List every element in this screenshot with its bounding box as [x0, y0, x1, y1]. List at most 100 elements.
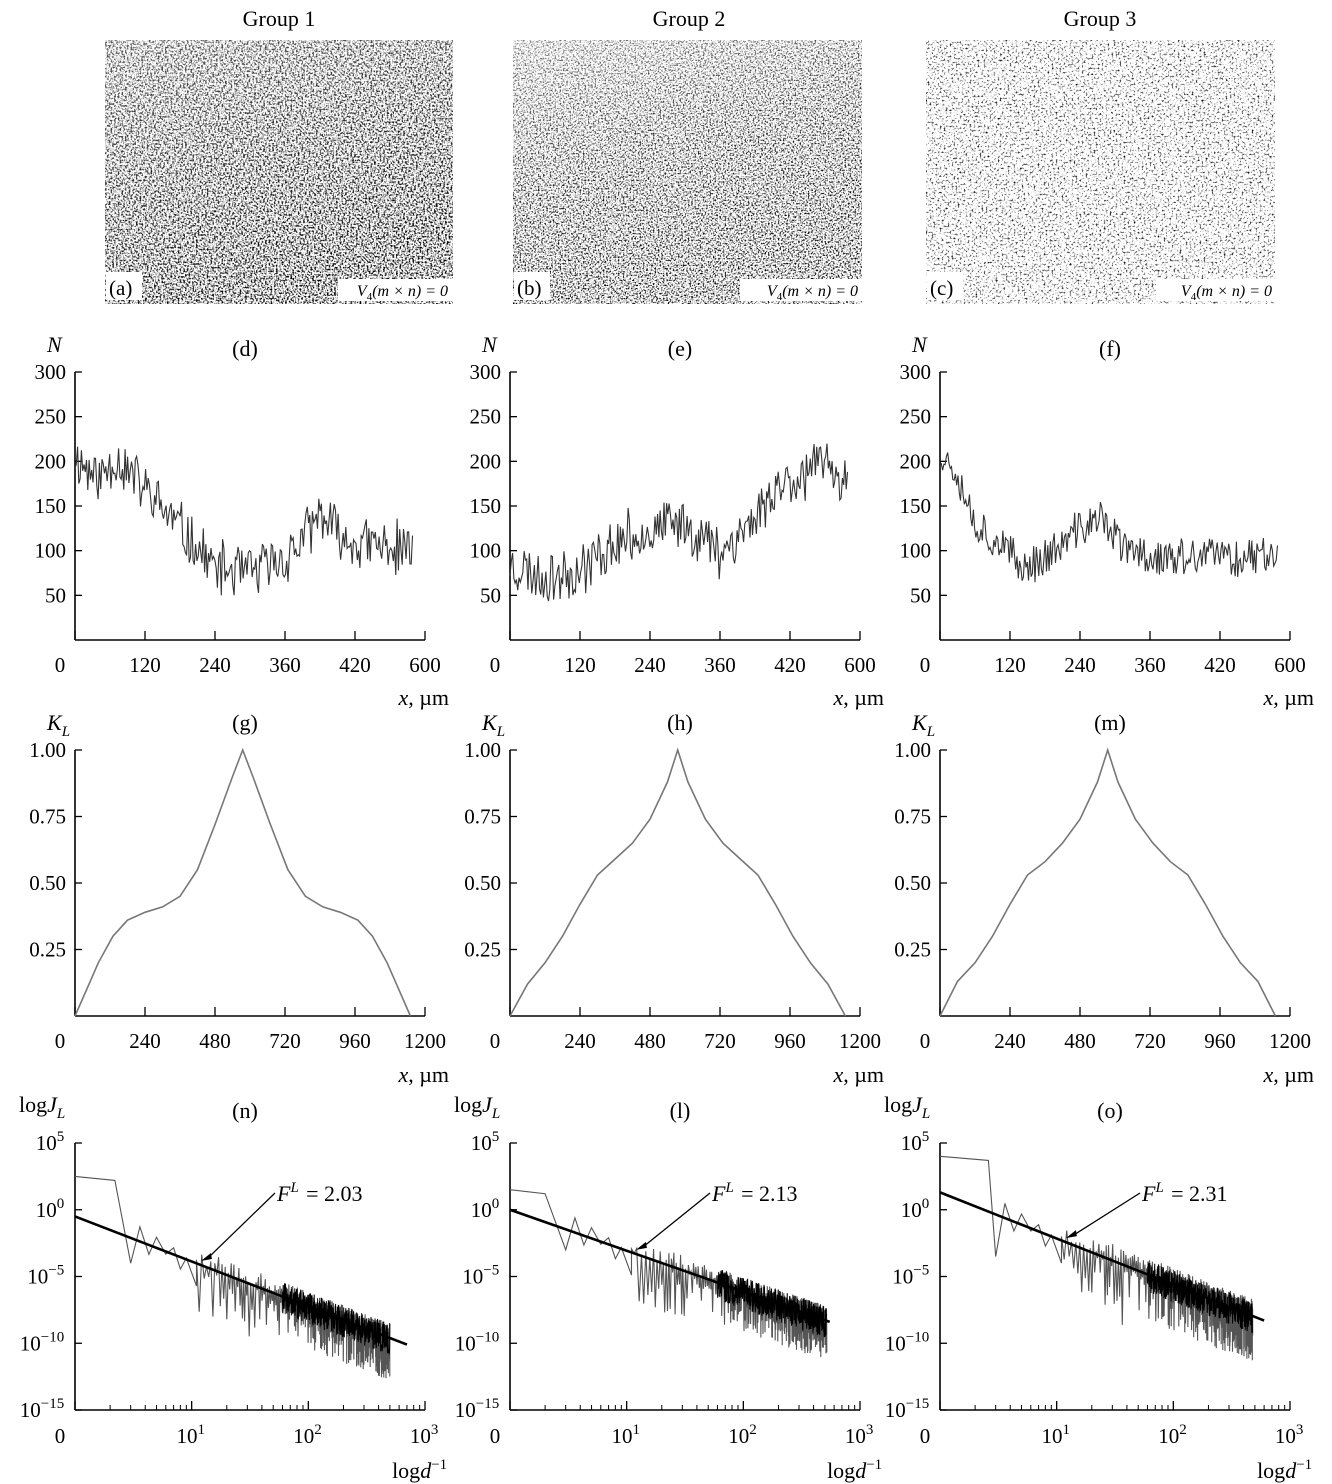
panel-label: (g) [232, 710, 258, 735]
y-tick-label: 0.75 [29, 805, 66, 829]
y-tick-label: 100 [35, 539, 67, 563]
x-tick-label: 240 [634, 653, 666, 677]
x-tick-label: 0 [920, 653, 931, 677]
y-tick-label: 1.00 [464, 738, 501, 762]
x-tick-label: 600 [1274, 653, 1306, 677]
micrograph-c: (c) V4(m × n) = 0 [926, 40, 1275, 304]
y-tick-label: 200 [900, 449, 932, 473]
x-axis-label: x, µm [1262, 1062, 1314, 1087]
fractal-dimension-label: FL = 2.03 [276, 1180, 363, 1206]
y-tick-label: 0.50 [894, 871, 931, 895]
x-tick-label: 101 [1042, 1422, 1072, 1448]
micrograph-a: (a) V4(m × n) = 0 [105, 40, 453, 304]
x-tick-label: 0 [55, 1424, 66, 1448]
chart-d: (d) Nx, µm 300 250 200 150 100 50 0 120 240 360 420 6… [35, 332, 450, 710]
arrow-head [200, 1253, 212, 1262]
x-tick-label: 240 [994, 1029, 1026, 1053]
x-tick-label: 0 [920, 1424, 931, 1448]
x-tick-label: 420 [339, 653, 371, 677]
y-tick-label: 150 [35, 494, 67, 518]
group-1-title: Group 1 [243, 6, 316, 31]
y-axis-label: logJL [454, 1092, 502, 1122]
x-tick-label: 0 [490, 653, 501, 677]
x-tick-label: 0 [55, 653, 66, 677]
y-tick-label: 100 [901, 1196, 931, 1222]
chart-n: (n) logJL logd−1 105 100 10−5 10−10 10−15… [19, 1092, 449, 1483]
panel-label: (n) [232, 1098, 258, 1123]
x-tick-label: 480 [1064, 1029, 1096, 1053]
fractal-dimension-label: FL = 2.31 [1141, 1180, 1228, 1206]
x-tick-label: 0 [490, 1029, 501, 1053]
data-line [74, 747, 412, 1017]
y-tick-label: 10−15 [885, 1396, 931, 1422]
x-tick-label: 103 [1275, 1422, 1305, 1448]
x-axis-label: logd−1 [1257, 1457, 1314, 1483]
data-line [509, 443, 849, 602]
y-tick-label: 100 [900, 539, 932, 563]
x-axis-label: logd−1 [392, 1457, 449, 1483]
y-tick-label: 10−10 [455, 1329, 501, 1355]
y-tick-label: 10−5 [892, 1263, 931, 1289]
y-tick-label: 1.00 [894, 738, 931, 762]
x-tick-label: 480 [199, 1029, 231, 1053]
y-tick-label: 250 [900, 405, 932, 429]
y-axis-label: logJL [19, 1092, 67, 1122]
panel-label: (h) [667, 710, 693, 735]
y-tick-label: 0.75 [464, 805, 501, 829]
panel-label: (l) [670, 1098, 691, 1123]
y-tick-label: 10−5 [27, 1263, 66, 1289]
fit-line [939, 1191, 1265, 1322]
y-tick-label: 250 [35, 405, 67, 429]
panel-label: (f) [1099, 336, 1121, 361]
chart-e: (e) Nx, µm 300 250 200 150 100 50 0 120 240 360 420 6… [470, 332, 885, 710]
micrograph-b-annotation: V4(m × n) = 0 [767, 283, 858, 303]
y-tick-label: 0.25 [464, 938, 501, 962]
y-tick-label: 300 [470, 360, 502, 384]
fit-line [509, 1208, 831, 1324]
y-tick-label: 50 [480, 583, 501, 607]
panel-label: (o) [1097, 1098, 1123, 1123]
arrow-head [635, 1241, 647, 1250]
x-tick-label: 360 [1134, 653, 1166, 677]
y-tick-label: 10−10 [20, 1329, 66, 1355]
y-axis-label: KL [46, 710, 72, 740]
x-tick-label: 120 [129, 653, 161, 677]
y-axis-label: N [911, 332, 928, 357]
y-tick-label: 250 [470, 405, 502, 429]
x-tick-label: 960 [1204, 1029, 1236, 1053]
annotation-arrow [641, 1192, 711, 1249]
y-axis-label: KL [911, 710, 937, 740]
x-tick-label: 1200 [404, 1029, 446, 1053]
x-tick-label: 960 [774, 1029, 806, 1053]
y-tick-label: 105 [471, 1129, 501, 1155]
spectrum-band [717, 1269, 828, 1338]
y-tick-label: 50 [45, 583, 66, 607]
x-tick-label: 600 [844, 653, 876, 677]
x-tick-label: 240 [129, 1029, 161, 1053]
x-tick-label: 102 [1158, 1422, 1188, 1448]
y-tick-label: 0.50 [464, 871, 501, 895]
micrograph-b: (b) V4(m × n) = 0 [513, 40, 862, 304]
x-tick-label: 360 [269, 653, 301, 677]
panel-label: (e) [668, 336, 692, 361]
y-axis-label: N [481, 332, 498, 357]
panel-label: (m) [1094, 710, 1126, 735]
data-line [509, 747, 847, 1017]
x-tick-label: 120 [994, 653, 1026, 677]
y-tick-label: 0.50 [29, 871, 66, 895]
y-tick-label: 105 [901, 1129, 931, 1155]
y-tick-label: 200 [470, 449, 502, 473]
y-tick-label: 100 [471, 1196, 501, 1222]
data-line [939, 747, 1277, 1017]
y-tick-label: 100 [36, 1196, 66, 1222]
x-tick-label: 960 [339, 1029, 371, 1053]
micrograph-c-label: (c) [930, 276, 953, 300]
x-tick-label: 103 [845, 1422, 875, 1448]
x-tick-label: 120 [564, 653, 596, 677]
y-tick-label: 10−5 [462, 1263, 501, 1289]
spectrum-line [509, 1189, 828, 1358]
x-axis-label: x, µm [397, 1062, 449, 1087]
x-tick-label: 101 [612, 1422, 642, 1448]
y-tick-label: 10−10 [885, 1329, 931, 1355]
